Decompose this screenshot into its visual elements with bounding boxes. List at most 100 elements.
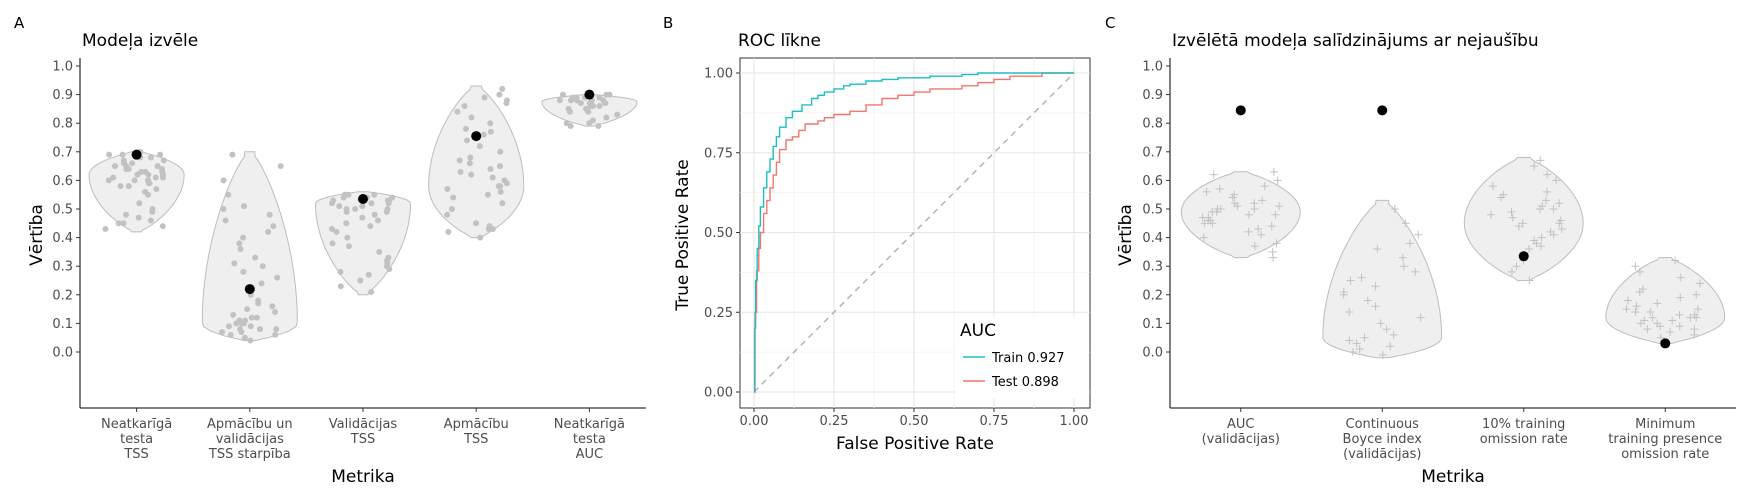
data-point bbox=[359, 214, 366, 221]
data-point bbox=[1271, 210, 1280, 219]
data-point bbox=[229, 151, 236, 158]
data-point bbox=[135, 214, 142, 221]
data-point bbox=[346, 243, 353, 250]
data-point bbox=[344, 234, 351, 241]
y-tick-label: 0.3 bbox=[1142, 260, 1163, 275]
data-point bbox=[444, 211, 451, 218]
data-point bbox=[487, 165, 494, 172]
data-point bbox=[343, 220, 350, 227]
data-point bbox=[499, 200, 506, 207]
data-point bbox=[1244, 210, 1253, 219]
legend: AUC Train 0.927 Test 0.898 bbox=[960, 321, 1065, 390]
selected-model-point bbox=[358, 193, 368, 204]
x-tick-label: (validācijas) bbox=[1343, 447, 1421, 462]
data-point bbox=[1254, 225, 1263, 234]
data-point bbox=[111, 163, 118, 170]
data-point bbox=[1250, 199, 1259, 208]
panel-a-title: Modeļa izvēle bbox=[82, 31, 198, 51]
data-point bbox=[154, 163, 161, 170]
y-tick-label: 0.9 bbox=[1142, 88, 1163, 103]
data-point bbox=[468, 114, 475, 121]
data-point bbox=[227, 331, 234, 338]
y-tick-label: 0.1 bbox=[52, 317, 73, 332]
x-tick-label: 0.25 bbox=[820, 414, 849, 429]
data-point bbox=[136, 200, 143, 207]
panel-b-xlabel: False Positive Rate bbox=[836, 434, 994, 454]
data-point bbox=[614, 111, 621, 118]
data-point bbox=[497, 148, 504, 155]
data-point bbox=[122, 211, 129, 218]
y-tick-label: 0.5 bbox=[1142, 203, 1163, 218]
data-point bbox=[450, 194, 457, 201]
data-point bbox=[252, 254, 259, 261]
data-point bbox=[367, 223, 374, 230]
panel-b-ylabel: True Positive Rate bbox=[673, 159, 693, 311]
violin-shape bbox=[428, 85, 525, 239]
data-point bbox=[468, 171, 475, 178]
panel-b-title: ROC līkne bbox=[738, 31, 821, 51]
data-point bbox=[157, 151, 164, 158]
data-point bbox=[231, 260, 238, 267]
data-point bbox=[1549, 205, 1558, 213]
data-point bbox=[1398, 253, 1407, 262]
x-tick-label: testa bbox=[573, 432, 606, 447]
data-point bbox=[463, 137, 470, 144]
data-point bbox=[277, 163, 284, 170]
reference-diagonal bbox=[753, 72, 1075, 393]
data-point bbox=[489, 174, 496, 181]
data-point bbox=[1202, 187, 1211, 196]
data-point bbox=[110, 174, 117, 181]
y-tick-label: 1.00 bbox=[704, 67, 733, 82]
data-point bbox=[1208, 207, 1217, 216]
data-point bbox=[1692, 290, 1701, 299]
violin-shape bbox=[88, 151, 185, 233]
violin-shape bbox=[1463, 157, 1584, 281]
data-point bbox=[1632, 302, 1641, 311]
data-point bbox=[1339, 287, 1348, 296]
data-point bbox=[265, 228, 272, 235]
data-point bbox=[1244, 227, 1253, 236]
data-point bbox=[1345, 307, 1354, 316]
y-tick-label: 0.4 bbox=[1142, 231, 1163, 246]
data-point bbox=[1371, 302, 1380, 311]
data-point bbox=[1487, 210, 1495, 219]
data-point bbox=[1557, 225, 1566, 234]
data-point bbox=[329, 240, 336, 247]
data-point bbox=[117, 183, 124, 190]
data-point bbox=[119, 151, 126, 158]
data-point bbox=[1488, 182, 1497, 191]
data-point bbox=[1675, 322, 1684, 331]
data-point bbox=[1546, 227, 1555, 236]
data-point bbox=[1250, 242, 1259, 251]
data-point bbox=[1653, 319, 1662, 328]
data-point bbox=[556, 97, 563, 104]
y-tick-label: 0.1 bbox=[1142, 317, 1163, 332]
data-point bbox=[255, 297, 262, 304]
data-point bbox=[337, 268, 344, 275]
data-point bbox=[1499, 190, 1508, 199]
data-point bbox=[1260, 182, 1269, 191]
data-point bbox=[589, 117, 596, 124]
data-point bbox=[1538, 202, 1547, 211]
data-point bbox=[1257, 230, 1266, 239]
data-point bbox=[1216, 205, 1225, 213]
data-point bbox=[476, 143, 483, 150]
violin-shape bbox=[1605, 257, 1726, 344]
data-point bbox=[125, 183, 132, 190]
y-tick-label: 0.9 bbox=[52, 88, 73, 103]
data-point bbox=[1542, 196, 1551, 205]
data-point bbox=[1638, 285, 1647, 294]
data-point bbox=[487, 128, 494, 135]
data-point bbox=[384, 206, 391, 212]
data-point bbox=[225, 323, 232, 330]
data-point bbox=[357, 277, 364, 284]
data-point bbox=[240, 268, 247, 275]
data-point bbox=[565, 105, 572, 112]
x-tick-label: Neatkarīgā bbox=[554, 417, 625, 432]
x-tick-label: 0.00 bbox=[740, 414, 769, 429]
data-point bbox=[1525, 245, 1533, 254]
data-point bbox=[1536, 156, 1545, 165]
x-tick-label: TSS bbox=[350, 432, 375, 447]
data-point bbox=[1556, 216, 1565, 225]
x-tick-label: validācijas bbox=[216, 432, 284, 447]
